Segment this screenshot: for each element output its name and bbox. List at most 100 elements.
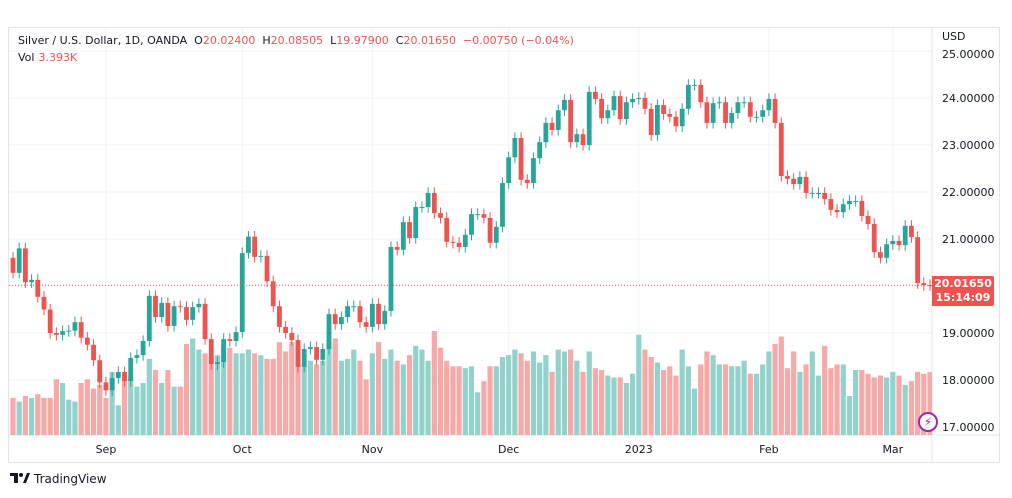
volume-bar [561, 351, 568, 435]
volume-bar [190, 338, 196, 435]
candle-body [685, 84, 691, 109]
candle-body [840, 204, 846, 213]
currency-label[interactable]: USD [942, 30, 966, 43]
volume-bar [691, 388, 698, 435]
volume-bar [425, 360, 431, 435]
volume-bar [840, 364, 846, 435]
volume-bar [797, 371, 803, 435]
volume-bar [146, 358, 152, 435]
candle-body [512, 137, 518, 158]
volume-bar [747, 373, 753, 435]
price-tick-label: 21.00000 [942, 233, 995, 246]
candle-body [419, 207, 425, 209]
candle-body [493, 226, 499, 243]
candle-body [760, 110, 766, 117]
candle-body [902, 225, 908, 246]
candle-body [654, 105, 660, 136]
volume-bar [400, 364, 406, 435]
volume-bar [809, 351, 815, 435]
candle-body [704, 102, 710, 123]
price-tick-label: 18.00000 [942, 374, 995, 387]
tradingview-logo[interactable]: TradingView [10, 472, 107, 486]
volume-bar [128, 377, 134, 435]
candle-body [115, 372, 121, 379]
candle-body [215, 362, 220, 365]
volume-bar [512, 349, 518, 435]
candle-body [462, 234, 468, 247]
volume-bar [778, 336, 784, 435]
symbol-title[interactable]: Silver / U.S. Dollar, 1D, OANDA [18, 34, 188, 47]
volume-bar [518, 353, 524, 435]
volume-bar [177, 386, 183, 435]
volume-bar [822, 345, 828, 435]
volume-bar [890, 371, 896, 435]
volume-bar [599, 370, 605, 435]
change-value: −0.00750 (−0.04%) [462, 34, 574, 47]
candle-body [865, 215, 871, 224]
candle-body [128, 357, 134, 381]
candle-body [562, 99, 567, 111]
volume-bar [208, 357, 214, 435]
candle-body [431, 192, 437, 214]
candle-body [351, 306, 357, 308]
candle-body [475, 214, 481, 216]
lightning-icon[interactable]: ⚡ [918, 412, 938, 432]
high-label: H [262, 34, 271, 47]
candle-body [320, 348, 326, 360]
volume-bar [698, 364, 704, 435]
volume-bar [834, 364, 840, 435]
volume-bar [47, 397, 53, 435]
candle-body [648, 108, 654, 136]
candle-body [593, 91, 598, 99]
candle-body [345, 306, 350, 318]
volume-bar [648, 357, 654, 435]
candle-body [871, 223, 877, 253]
volume-bar [171, 386, 177, 435]
volume-bar [59, 383, 66, 435]
volume-bar [388, 349, 394, 435]
candle-body [407, 222, 412, 239]
price-tick-label: 17.00000 [942, 421, 995, 434]
candle-body [921, 283, 927, 286]
volume-bar [227, 347, 233, 435]
candle-body [277, 306, 282, 327]
volume-bar [915, 371, 921, 435]
time-tick-label: 2023 [625, 443, 653, 456]
time-tick-label: Dec [498, 443, 519, 456]
volume-bar [716, 364, 722, 435]
volume-bar [629, 373, 636, 435]
volume-bar [846, 396, 853, 435]
candle-body [165, 302, 171, 326]
tradingview-logo-icon [10, 473, 30, 483]
volume-bar [35, 394, 41, 435]
candle-body [283, 326, 289, 333]
volume-bar [165, 370, 171, 435]
candle-body [679, 108, 685, 127]
volume-bar [772, 344, 778, 435]
candle-body [450, 241, 456, 243]
volume-bar [871, 377, 877, 435]
time-tick-label: Nov [362, 443, 384, 456]
ohlc-legend: Silver / U.S. Dollar, 1D, OANDA O20.0240… [18, 34, 574, 47]
volume-bar [338, 360, 344, 435]
volume-bar [530, 351, 537, 435]
candle-body [425, 192, 431, 208]
volume-bar [586, 351, 592, 435]
candle-body [723, 102, 728, 123]
volume-bar [853, 370, 859, 435]
candle-body [295, 340, 301, 367]
chart-frame [8, 27, 1000, 463]
candle-body [822, 192, 828, 200]
volume-bar [301, 364, 307, 435]
candle-body [909, 225, 914, 238]
candle-body [122, 372, 127, 381]
candle-body [809, 192, 815, 194]
candle-body [227, 339, 233, 341]
volume-bar [450, 366, 456, 435]
volume-bar [183, 344, 190, 435]
candle-body [159, 302, 165, 318]
candle-body [778, 122, 784, 177]
candle-body [611, 96, 617, 111]
candle-body [747, 102, 753, 117]
